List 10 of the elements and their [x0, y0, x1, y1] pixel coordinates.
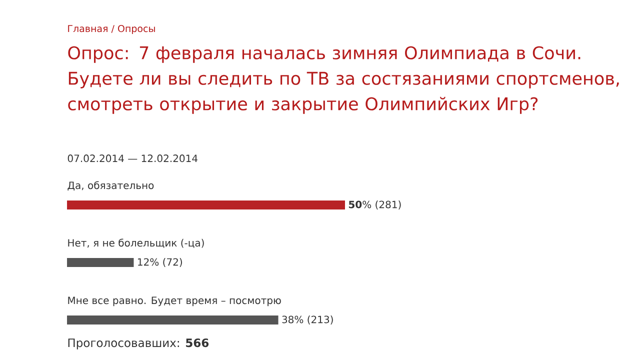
data-label: 38% (213) — [282, 316, 333, 324]
data-label: 50% (281) — [348, 200, 401, 210]
data-label: 12% (72) — [138, 258, 182, 267]
chart-title: Опрос: 7 февраля началась зимняя Олимпиада в Сочи. Будете ли вы следить по ТВ за состязаниями спортсменов, смотреть открытие и закрытие Олимпийских Игр? — [68, 46, 619, 114]
chart-subtitle: 07.02.2014 — 12.02.2014 — [68, 154, 198, 162]
y-tick-label: Да, обязательно — [68, 181, 154, 191]
y-tick-label: Нет, я не болельщик (-ца) — [68, 238, 204, 248]
text: Главная / Опросы — [68, 24, 155, 34]
text: Проголосовавших: 566 — [68, 338, 209, 350]
y-tick-label: Мне все равно. Будет время – посмотрю — [68, 296, 281, 306]
